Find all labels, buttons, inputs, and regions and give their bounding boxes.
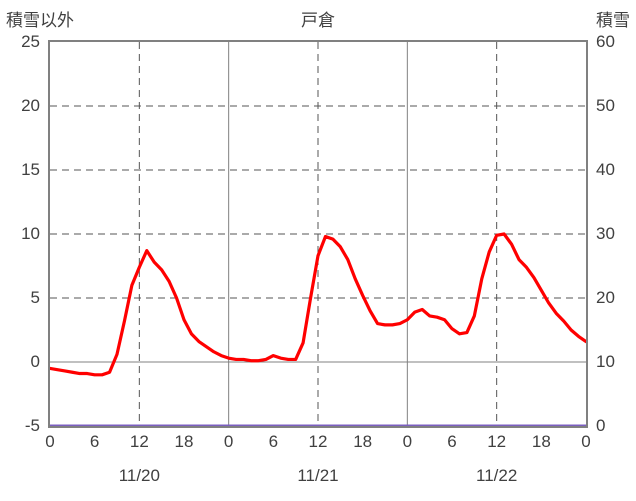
x-tick-label: 18 xyxy=(531,432,551,451)
left-axis-title: 積雪以外 xyxy=(6,11,74,30)
y-tick-label: 25 xyxy=(21,32,40,51)
y2-tick-label: 20 xyxy=(596,288,615,307)
x-tick-label: 6 xyxy=(89,432,100,451)
x-tick-label: 12 xyxy=(308,432,328,451)
plot-area xyxy=(48,40,588,428)
y-tick-label: 10 xyxy=(21,224,40,243)
chart-title: 戸倉 xyxy=(301,11,335,30)
y2-tick-label: 30 xyxy=(596,224,615,243)
x-day-label: 11/21 xyxy=(297,466,339,485)
x-day-label: 11/20 xyxy=(118,466,160,485)
x-tick-label: 12 xyxy=(487,432,507,451)
x-tick-label: 18 xyxy=(174,432,194,451)
y-tick-label: -5 xyxy=(24,416,40,435)
x-tick-label: 0 xyxy=(581,432,591,451)
x-day-label: 11/22 xyxy=(476,466,518,485)
x-tick-label: 12 xyxy=(129,432,149,451)
x-tick-label: 0 xyxy=(223,432,234,451)
right-axis-title: 積雪 xyxy=(596,11,630,30)
chart-svg xyxy=(50,42,586,426)
x-tick-label: 0 xyxy=(45,432,55,451)
y2-tick-label: 0 xyxy=(596,416,606,435)
series-line-0 xyxy=(50,232,586,377)
y2-tick-label: 40 xyxy=(596,160,615,179)
y-tick-label: 15 xyxy=(21,160,40,179)
y-tick-label: 20 xyxy=(21,96,40,115)
y2-tick-label: 50 xyxy=(596,96,615,115)
x-tick-label: 0 xyxy=(402,432,413,451)
y-tick-label: 0 xyxy=(30,352,40,371)
x-tick-label: 6 xyxy=(268,432,279,451)
x-tick-label: 18 xyxy=(353,432,373,451)
plot-inner xyxy=(50,42,586,426)
y2-tick-label: 60 xyxy=(596,32,615,51)
y2-tick-label: 10 xyxy=(596,352,615,371)
y-tick-label: 5 xyxy=(30,288,40,307)
x-tick-label: 6 xyxy=(447,432,457,451)
